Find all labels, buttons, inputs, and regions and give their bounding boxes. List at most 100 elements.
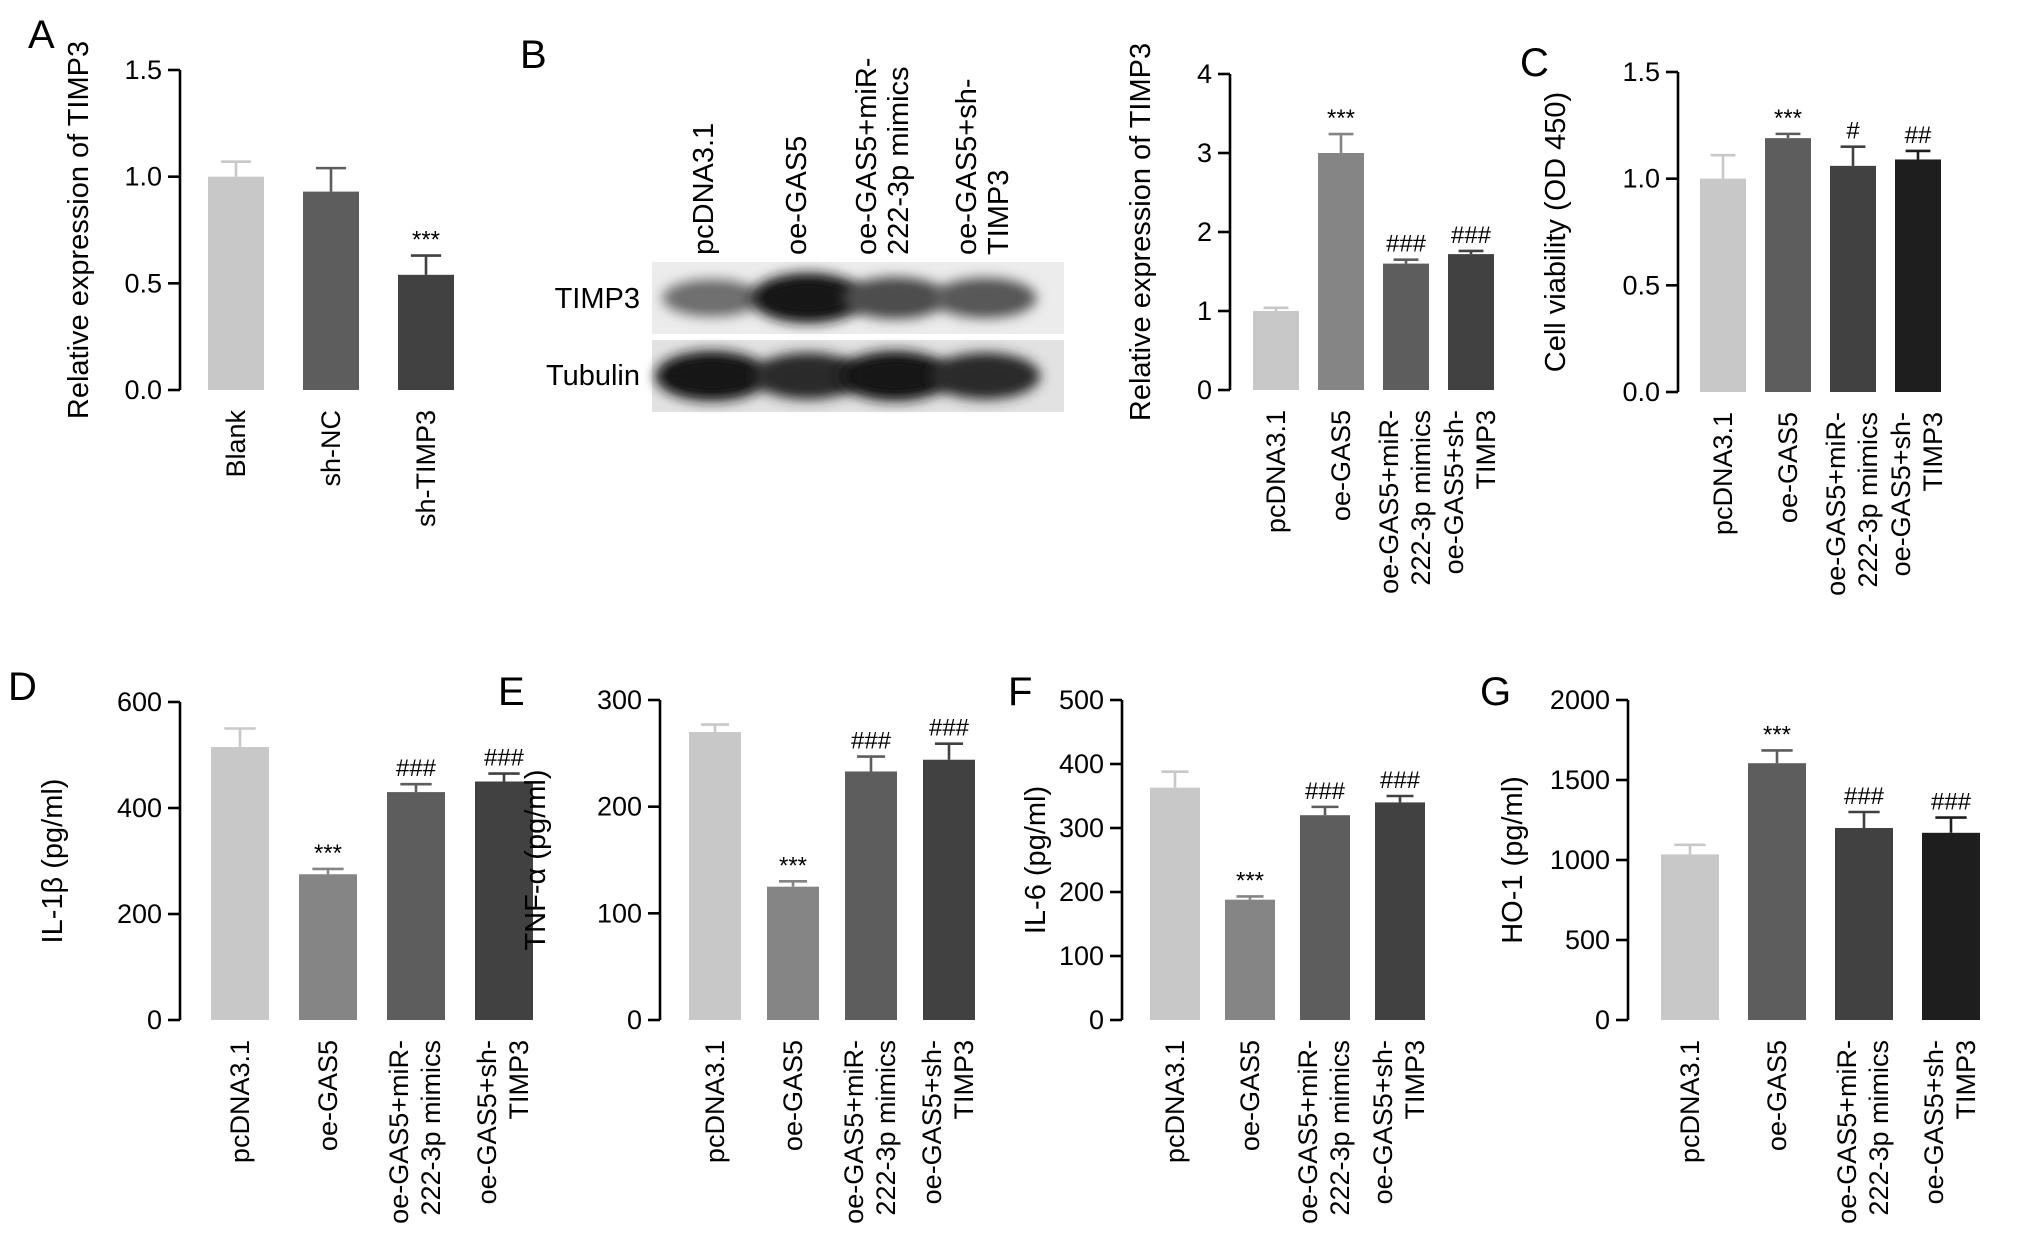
bar <box>387 792 445 1020</box>
category-label: oe-GAS5+sh-TIMP3 <box>1886 412 1948 576</box>
y-tick-label: 1.0 <box>1622 164 1660 194</box>
category-label: pcDNA3.1 <box>1708 412 1738 535</box>
y-tick-label: 300 <box>1059 813 1104 843</box>
y-tick-label: 0.5 <box>1622 270 1660 300</box>
significance-label: ## <box>1905 122 1932 149</box>
bar <box>1253 311 1299 390</box>
y-tick-label: 300 <box>597 685 642 715</box>
significance-label: ### <box>1844 783 1885 810</box>
y-tick-label: 1.0 <box>124 162 162 192</box>
y-tick-label: 100 <box>597 898 642 928</box>
blot-band-core <box>946 363 1024 389</box>
category-label: pcDNA3.1 <box>1160 1040 1190 1163</box>
y-tick-label: 0 <box>1595 1005 1610 1035</box>
category-label: oe-GAS5+sh-TIMP3 <box>472 1040 534 1204</box>
y-axis-label: Cell viability (OD 450) <box>1540 92 1572 372</box>
category-label: oe-GAS5 <box>1235 1040 1265 1151</box>
significance-label: ### <box>851 728 892 755</box>
bar <box>1383 263 1429 390</box>
category-label: pcDNA3.1 <box>1675 1040 1705 1163</box>
blot-row-label-tubulin: Tubulin <box>546 360 640 392</box>
y-tick-label: 500 <box>1565 925 1610 955</box>
category-label: sh-NC <box>316 410 346 487</box>
y-tick-label: 1000 <box>1550 845 1610 875</box>
y-tick-label: 0 <box>147 1005 162 1035</box>
blot-band-core <box>858 286 932 310</box>
blot-band-core <box>948 286 1022 310</box>
category-label: oe-GAS5 <box>1326 410 1356 521</box>
bar <box>689 732 741 1020</box>
panel-b: B 0 1 2 3 4 Relative expression of TIMP3 pcDNA3… <box>520 33 1501 594</box>
category-label: oe-GAS5 <box>1762 1040 1792 1151</box>
category-label: Blank <box>221 410 251 478</box>
panel-c: C 0.0 0.5 1.0 1.5 Cell viability (OD 450) pcDN… <box>1520 41 1948 596</box>
bar <box>1895 159 1941 392</box>
panel-letter: E <box>498 670 525 714</box>
blot-band-core <box>769 363 847 389</box>
significance-label: *** <box>314 840 342 867</box>
western-blot: pcDNA3.1 oe-GAS5 oe-GAS5+miR-222-3p mimi… <box>546 58 1064 412</box>
significance-label: *** <box>1774 105 1802 132</box>
y-axis-label: Relative expression of TIMP3 <box>63 41 95 419</box>
y-tick-label: 1500 <box>1550 765 1610 795</box>
y-tick-label: 2 <box>1197 217 1212 247</box>
blot-row-label-timp3: TIMP3 <box>555 283 640 315</box>
y-tick-label: 1.5 <box>124 55 162 85</box>
significance-label: *** <box>1763 721 1791 748</box>
category-label: oe-GAS5+sh-TIMP3 <box>1439 410 1501 574</box>
panel-letter: D <box>8 665 37 709</box>
blot-lane-label: oe-GAS5+sh-TIMP3 <box>951 78 1015 255</box>
y-axis-label: IL-1β (pg/ml) <box>37 779 69 944</box>
y-tick-label: 0 <box>627 1005 642 1035</box>
y-tick-label: 600 <box>117 687 162 717</box>
category-label: oe-GAS5 <box>1773 412 1803 523</box>
bar <box>475 781 533 1020</box>
y-tick-label: 1 <box>1197 296 1212 326</box>
bar <box>211 747 269 1020</box>
category-label: oe-GAS5 <box>313 1040 343 1151</box>
panel-letter: B <box>520 33 547 77</box>
panel-letter: G <box>1480 670 1511 714</box>
panel-letter: A <box>28 13 55 57</box>
category-label: oe-GAS5+miR-222-3p mimics <box>1293 1040 1355 1224</box>
y-axis-label: IL-6 (pg/ml) <box>1020 786 1052 934</box>
panel-d: D 0 200 400 600 IL-1β (pg/ml) pcDNA3.1 *** oe-GA… <box>8 665 534 1224</box>
blot-band-core <box>768 284 848 312</box>
y-tick-label: 200 <box>1059 877 1104 907</box>
category-label: pcDNA3.1 <box>1261 410 1291 533</box>
bar <box>208 176 264 390</box>
y-tick-label: 100 <box>1059 941 1104 971</box>
bar <box>1748 763 1806 1020</box>
y-tick-label: 0.0 <box>1622 377 1660 407</box>
significance-label: # <box>1846 118 1860 145</box>
category-label: oe-GAS5+sh-TIMP3 <box>1368 1040 1430 1204</box>
y-tick-label: 400 <box>1059 749 1104 779</box>
category-label: oe-GAS5+miR-222-3p mimics <box>1832 1040 1894 1224</box>
y-axis-label: HO-1 (pg/ml) <box>1497 776 1529 944</box>
bar <box>1448 254 1494 390</box>
category-label: pcDNA3.1 <box>225 1040 255 1163</box>
panel-letter: F <box>1008 670 1032 714</box>
significance-label: *** <box>1327 105 1355 132</box>
y-tick-label: 0.0 <box>124 375 162 405</box>
y-tick-label: 3 <box>1197 138 1212 168</box>
blot-lane-label: oe-GAS5 <box>781 136 813 255</box>
significance-label: *** <box>412 227 440 254</box>
category-label: oe-GAS5+sh-TIMP3 <box>917 1040 979 1204</box>
y-tick-label: 200 <box>597 792 642 822</box>
bar <box>1150 787 1200 1020</box>
bar <box>1700 178 1746 392</box>
bar <box>299 874 357 1020</box>
category-label: oe-GAS5+miR-222-3p mimics <box>1374 410 1436 594</box>
y-axis-label: Relative expression of TIMP3 <box>1125 43 1157 421</box>
blot-band-core <box>855 362 935 390</box>
y-tick-label: 0 <box>1089 1005 1104 1035</box>
bar <box>1922 832 1980 1020</box>
panel-f: F 0 100 200 300 400 500 IL-6 (pg/ml) pcDNA3.1 ***… <box>1008 670 1430 1224</box>
category-label: oe-GAS5+miR-222-3p mimics <box>384 1040 446 1224</box>
blot-lane-label: pcDNA3.1 <box>688 123 720 255</box>
y-axis-label: TNF-α (pg/ml) <box>520 769 552 950</box>
significance-label: ### <box>929 715 970 742</box>
significance-label: *** <box>1236 867 1264 894</box>
